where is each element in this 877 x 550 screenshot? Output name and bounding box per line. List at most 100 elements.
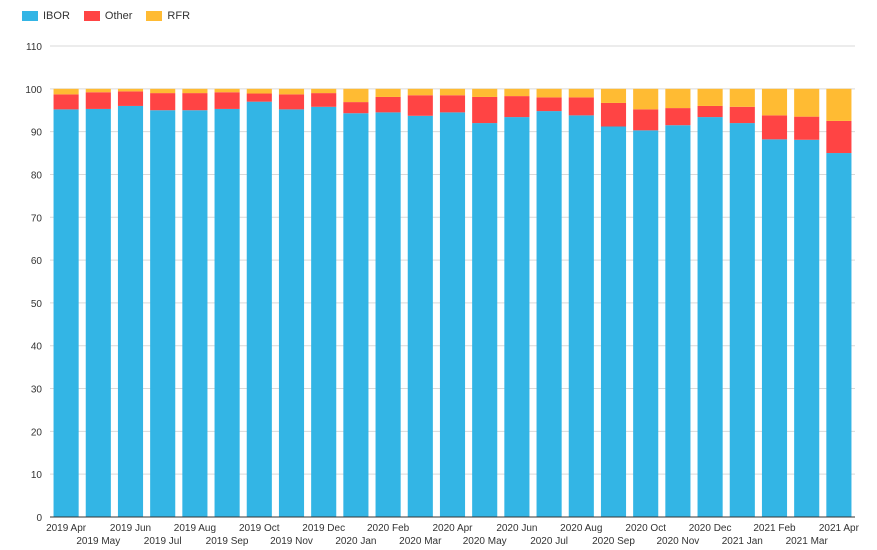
- bar-rfr-2021-feb: [761, 88, 788, 116]
- y-tick-label: 110: [26, 42, 42, 53]
- bar-ibor-2020-sep: [600, 126, 627, 518]
- bar-ibor-2020-may: [472, 123, 498, 517]
- bar-other-2019-sep: [214, 92, 240, 109]
- x-tick-label: 2020 Oct: [625, 523, 666, 534]
- bar-ibor-2019-sep: [214, 108, 240, 518]
- bar-ibor-2019-may: [85, 108, 111, 518]
- bar-other-2020-jul: [536, 97, 562, 112]
- bar-other-2020-oct: [633, 109, 659, 131]
- legend-item-rfr[interactable]: RFR: [146, 10, 190, 22]
- bar-other-2020-may: [472, 96, 498, 124]
- x-tick-label: 2019 Nov: [270, 536, 313, 547]
- x-tick-label: 2021 Mar: [786, 536, 829, 547]
- bar-ibor-2020-apr: [439, 112, 466, 518]
- bar-rfr-2020-sep: [600, 88, 627, 103]
- bar-rfr-2020-feb: [375, 88, 401, 97]
- bar-rfr-2019-oct: [246, 88, 272, 94]
- bar-rfr-2020-aug: [568, 88, 594, 98]
- bar-other-2019-apr: [53, 94, 79, 110]
- x-tick-label: 2020 May: [463, 536, 507, 547]
- bar-rfr-2020-jan: [343, 88, 369, 103]
- bar-rfr-2020-mar: [407, 88, 433, 96]
- bar-other-2019-oct: [246, 93, 272, 102]
- bar-ibor-2019-nov: [278, 109, 305, 517]
- bar-ibor-2019-dec: [311, 106, 337, 517]
- legend-swatch: [146, 11, 163, 21]
- bar-rfr-2019-aug: [182, 88, 208, 94]
- bar-ibor-2020-aug: [568, 115, 594, 518]
- y-tick-label: 0: [36, 513, 42, 524]
- y-tick-label: 80: [31, 170, 43, 181]
- bar-other-2019-jun: [117, 91, 144, 106]
- bar-other-2020-mar: [407, 95, 433, 116]
- legend-label: IBOR: [43, 10, 70, 22]
- x-tick-label: 2020 Sep: [592, 536, 635, 547]
- bar-other-2020-dec: [697, 105, 723, 118]
- y-tick-label: 10: [31, 470, 43, 481]
- x-tick-label: 2020 Jul: [530, 536, 568, 547]
- bar-ibor-2020-jan: [343, 113, 369, 517]
- bar-rfr-2019-jun: [117, 88, 144, 92]
- bar-rfr-2019-may: [85, 88, 111, 93]
- bar-other-2019-nov: [278, 94, 305, 110]
- bar-rfr-2020-nov: [665, 88, 691, 109]
- x-tick-label: 2021 Feb: [753, 523, 796, 534]
- bar-other-2019-dec: [311, 93, 337, 107]
- y-tick-label: 50: [31, 299, 43, 310]
- bar-ibor-2021-feb: [761, 139, 788, 518]
- bar-ibor-2021-mar: [794, 139, 820, 517]
- y-tick-label: 100: [25, 85, 42, 96]
- legend-label: Other: [104, 10, 133, 22]
- bar-other-2020-sep: [600, 102, 627, 127]
- bar-rfr-2019-apr: [53, 88, 79, 95]
- x-tick-label: 2020 Dec: [689, 523, 732, 534]
- x-tick-label: 2020 Jan: [335, 536, 376, 547]
- bar-rfr-2020-dec: [697, 88, 723, 106]
- bar-ibor-2019-jul: [150, 110, 176, 518]
- bar-ibor-2020-mar: [407, 115, 433, 517]
- bar-rfr-2021-jan: [729, 88, 755, 107]
- bar-other-2021-feb: [761, 115, 788, 140]
- x-tick-label: 2019 Dec: [302, 523, 345, 534]
- bar-ibor-2019-apr: [53, 109, 79, 517]
- legend-item-other[interactable]: Other: [83, 10, 133, 22]
- legend-swatch: [83, 11, 100, 21]
- bar-ibor-2020-nov: [665, 125, 691, 518]
- x-tick-label: 2019 Jul: [144, 536, 182, 547]
- bar-rfr-2019-jul: [150, 88, 176, 94]
- bar-ibor-2019-aug: [182, 110, 208, 518]
- bar-rfr-2020-apr: [439, 88, 466, 96]
- bar-rfr-2020-oct: [633, 88, 659, 110]
- x-tick-label: 2019 Oct: [239, 523, 280, 534]
- bar-other-2020-jun: [504, 96, 530, 118]
- x-tick-label: 2020 Aug: [560, 523, 602, 534]
- x-tick-label: 2020 Nov: [656, 536, 699, 547]
- x-tick-label: 2020 Jun: [496, 523, 537, 534]
- y-tick-label: 70: [31, 213, 43, 224]
- x-tick-label: 2021 Jan: [722, 536, 763, 547]
- legend-item-ibor[interactable]: IBOR: [22, 10, 70, 22]
- x-tick-label: 2019 May: [76, 536, 120, 547]
- bar-other-2021-mar: [794, 116, 820, 140]
- y-tick-label: 60: [31, 256, 43, 267]
- bar-ibor-2019-jun: [117, 105, 144, 517]
- bar-rfr-2019-sep: [214, 88, 240, 93]
- x-tick-label: 2019 Apr: [46, 523, 87, 534]
- bar-ibor-2021-apr: [826, 153, 852, 517]
- bar-other-2021-apr: [826, 120, 852, 154]
- x-tick-label: 2019 Aug: [174, 523, 216, 534]
- x-tick-label: 2020 Mar: [399, 536, 442, 547]
- legend-swatch: [22, 11, 38, 21]
- x-tick-label: 2020 Apr: [432, 523, 473, 534]
- bar-other-2020-nov: [665, 108, 691, 126]
- bar-other-2020-apr: [439, 95, 466, 113]
- bar-ibor-2020-oct: [633, 130, 659, 518]
- bar-rfr-2021-apr: [826, 88, 852, 121]
- bar-ibor-2020-jun: [504, 117, 530, 517]
- y-tick-label: 40: [31, 342, 43, 353]
- bar-rfr-2021-mar: [794, 88, 820, 117]
- bar-ibor-2020-jul: [536, 111, 562, 518]
- bar-rfr-2019-nov: [278, 88, 305, 95]
- y-tick-label: 30: [31, 385, 43, 396]
- x-tick-label: 2020 Feb: [367, 523, 410, 534]
